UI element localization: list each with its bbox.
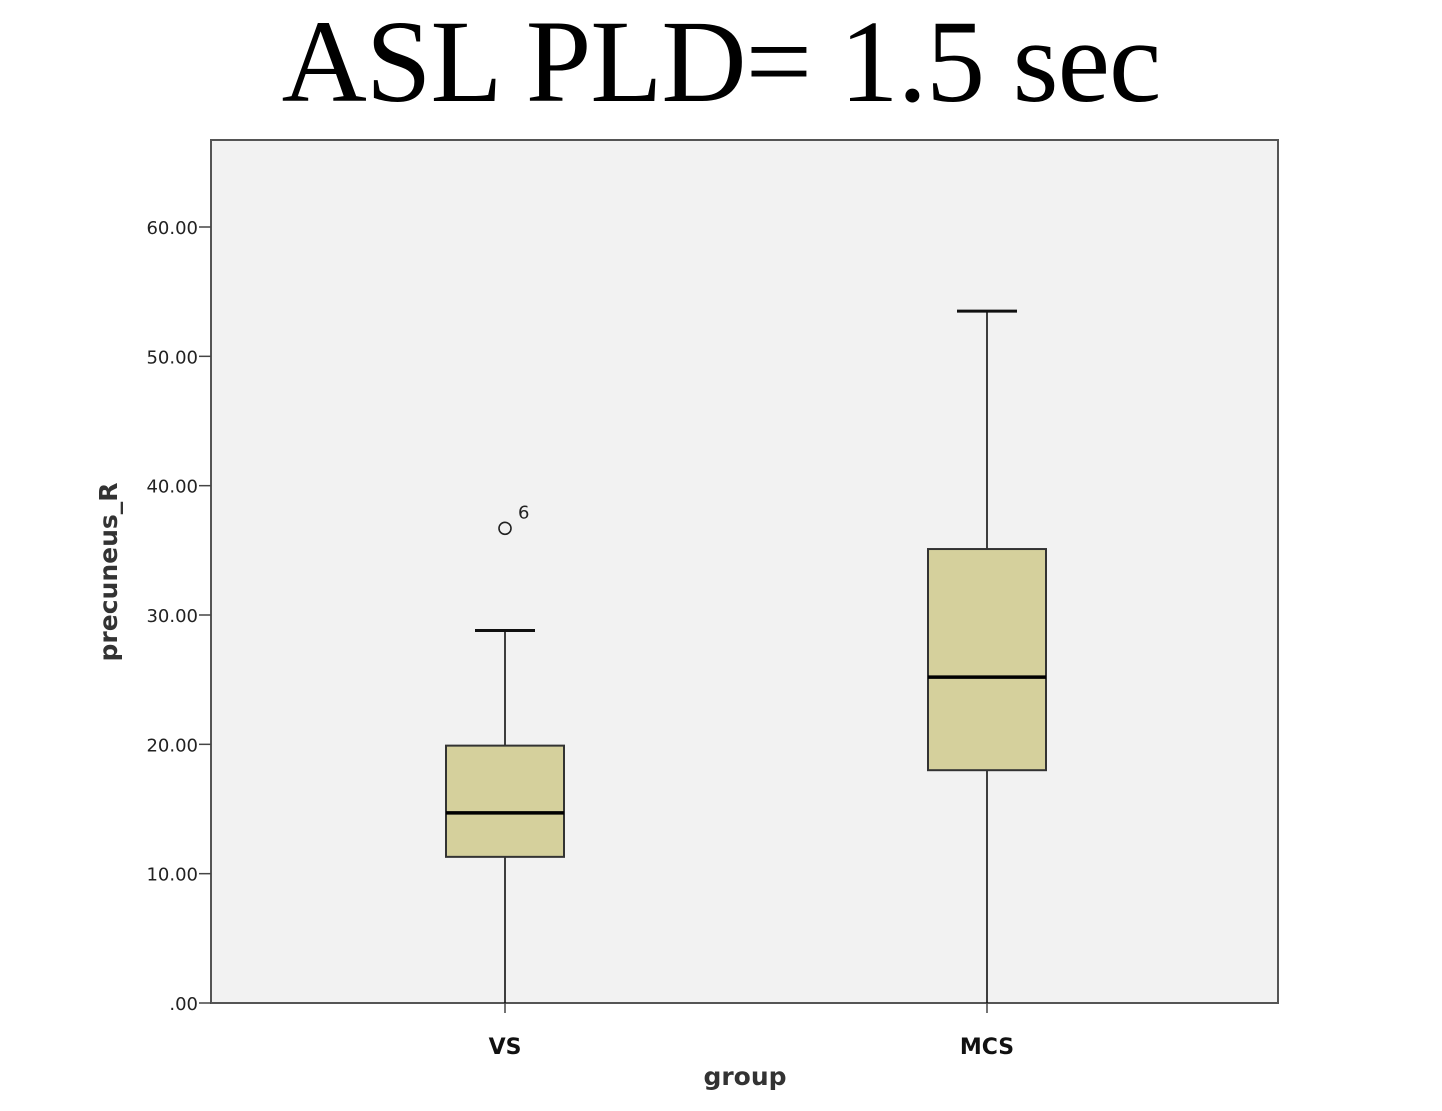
x-axis-label: group	[703, 1062, 786, 1091]
y-tick-label: 30.00	[146, 606, 198, 627]
x-tick-label: MCS	[960, 1035, 1014, 1060]
x-tick-label: VS	[489, 1035, 522, 1060]
y-axis-label: precuneus_R	[94, 483, 123, 662]
outlier-label: 6	[518, 502, 529, 523]
y-tick-label: 60.00	[146, 218, 198, 239]
x-axis: VS MCS	[489, 1003, 1014, 1060]
chart-title: ASL PLD= 1.5 sec	[281, 0, 1162, 127]
box-mcs	[927, 548, 1047, 772]
boxes: 6	[445, 309, 1047, 1003]
y-tick-label: 20.00	[146, 735, 198, 756]
box-vs	[445, 744, 565, 858]
y-tick-label: 10.00	[146, 865, 198, 886]
plot-area	[210, 139, 1279, 1004]
y-tick-label: 40.00	[146, 477, 198, 498]
y-axis: .00 10.00 20.00 30.00 40.00 50.00 60.00	[146, 218, 211, 1015]
y-tick-label: 50.00	[146, 347, 198, 368]
outlier-point	[498, 521, 512, 536]
y-tick-label: .00	[169, 994, 198, 1015]
